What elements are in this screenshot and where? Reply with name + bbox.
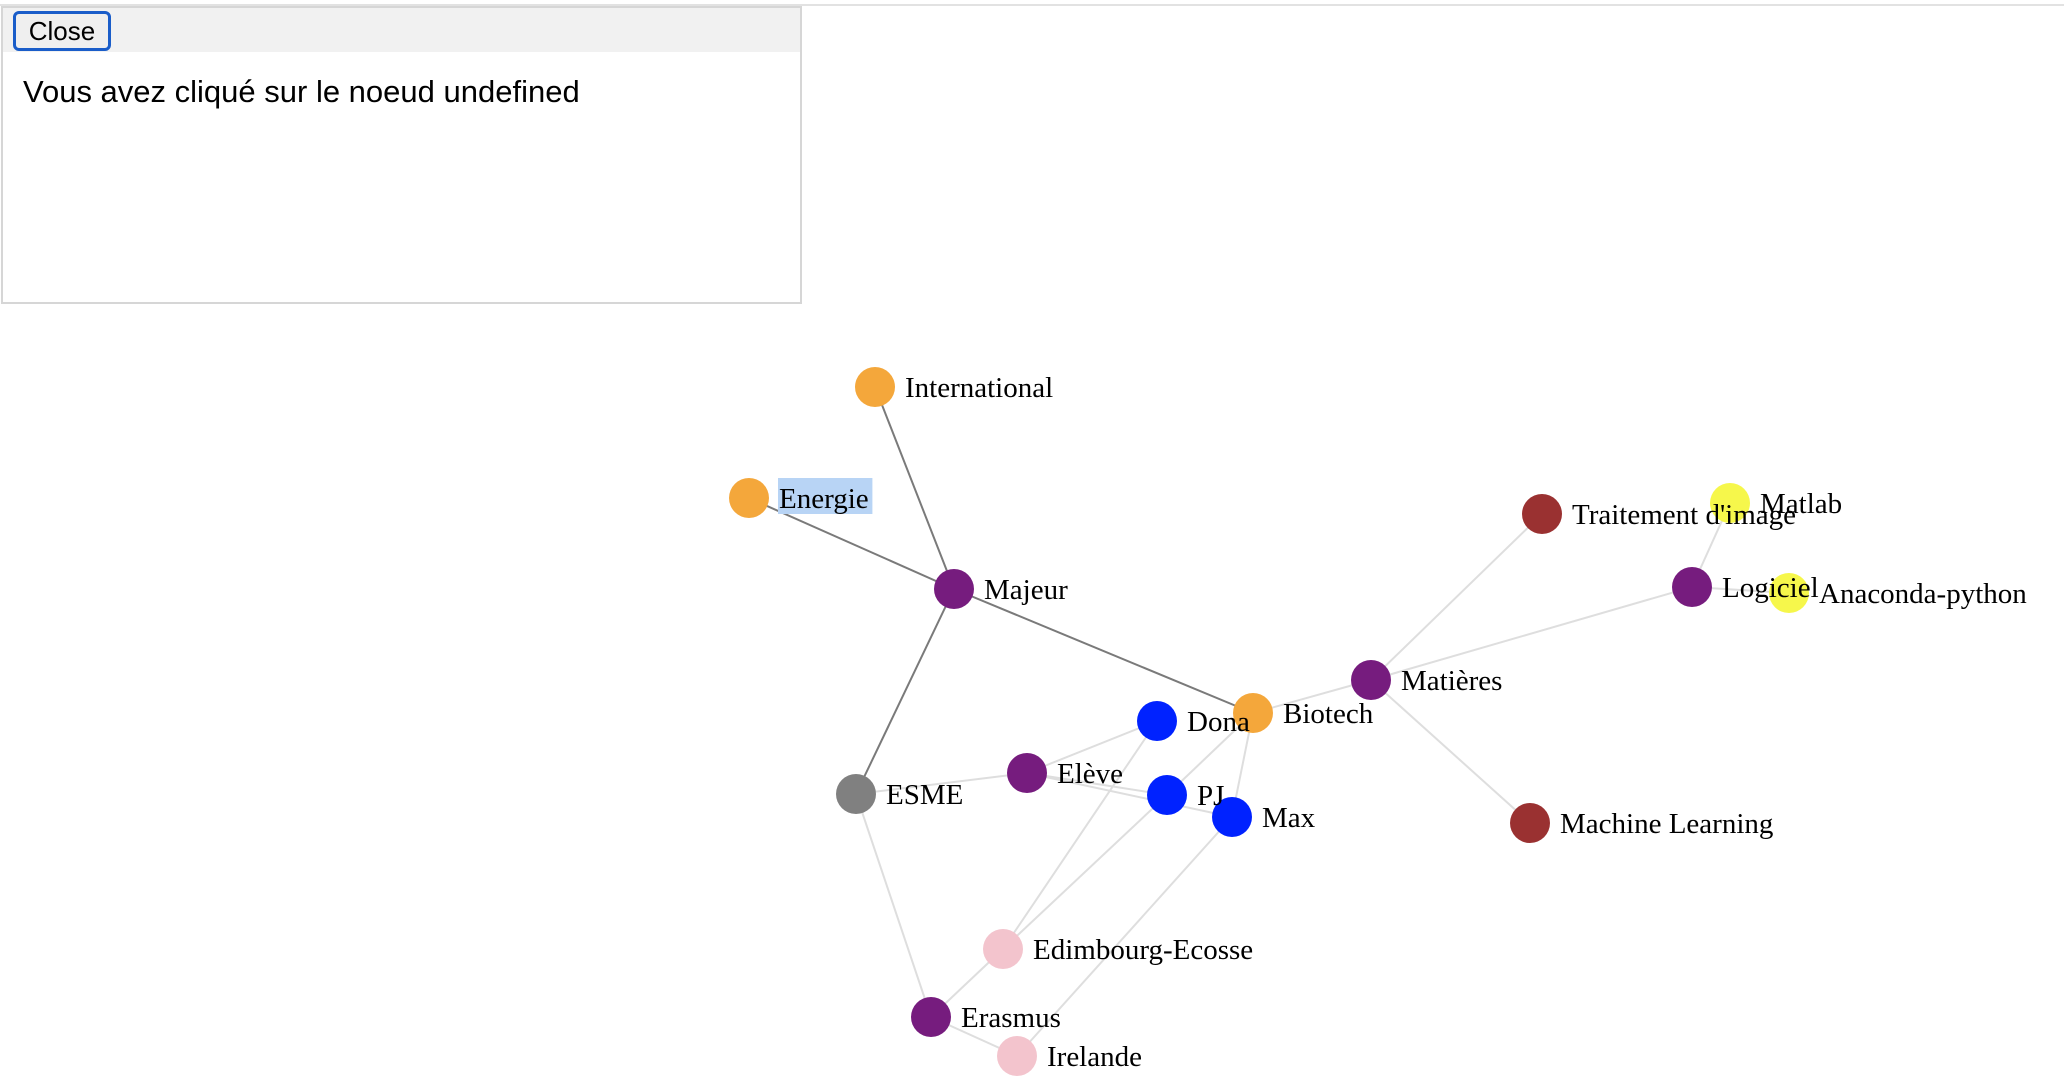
edge-matieres-logiciel	[1370, 586, 1693, 681]
node-label-max: Max	[1262, 802, 1316, 834]
close-button[interactable]: Close	[13, 11, 111, 51]
node-max[interactable]	[1212, 797, 1252, 837]
node-label-matlab: Matlab	[1760, 488, 1842, 520]
edge-max-irelande	[1016, 816, 1233, 1057]
node-dona[interactable]	[1137, 701, 1177, 741]
node-traitement-d-image[interactable]	[1522, 494, 1562, 534]
top-divider	[0, 4, 2064, 6]
node-label-traitement-d-image: Traitement d'image	[1572, 499, 1796, 531]
edge-esme-eleve	[855, 772, 1028, 795]
node-label-majeur: Majeur	[984, 574, 1068, 606]
node-machine-learning[interactable]	[1510, 803, 1550, 843]
node-label-energie: Energie	[779, 483, 869, 515]
edge-matieres-traitement	[1370, 513, 1543, 681]
edge-biotech-matieres	[1252, 679, 1372, 714]
edge-dona-edimbourg	[1002, 720, 1158, 950]
node-matlab[interactable]	[1710, 483, 1750, 523]
node-label-pj: PJ	[1197, 780, 1224, 812]
node-label-biotech: Biotech	[1283, 698, 1374, 730]
node-esme[interactable]	[836, 774, 876, 814]
node-pj[interactable]	[1147, 775, 1187, 815]
node-energie[interactable]	[729, 478, 769, 518]
edge-eleve-dona	[1026, 720, 1158, 774]
node-label-dona: Dona	[1187, 706, 1250, 738]
edge-esme-erasmus	[855, 793, 932, 1018]
edge-matieres-ml	[1370, 679, 1531, 824]
edge-eleve-pj	[1026, 772, 1168, 796]
node-label-erasmus: Erasmus	[961, 1002, 1061, 1034]
node-anaconda-python[interactable]	[1769, 573, 1809, 613]
popup-message: Vous avez cliqué sur le noeud undefined	[23, 74, 580, 109]
node-mati-res[interactable]	[1351, 660, 1391, 700]
edge-pj-edimbourg	[1002, 794, 1168, 950]
node-edimbourg-ecosse[interactable]	[983, 929, 1023, 969]
popup-header-bar	[3, 8, 800, 52]
node-logiciel[interactable]	[1672, 567, 1712, 607]
node-irelande[interactable]	[997, 1036, 1037, 1076]
node-info-popup: Close Vous avez cliqué sur le noeud unde…	[1, 6, 802, 304]
node-label-el-ve: Elève	[1057, 758, 1123, 790]
node-label-mati-res: Matières	[1401, 665, 1502, 697]
node-label-machine-learning: Machine Learning	[1560, 808, 1773, 840]
node-label-esme: ESME	[886, 779, 963, 811]
node-label-edimbourg-ecosse: Edimbourg-Ecosse	[1033, 934, 1253, 966]
edge-biotech-majeur	[953, 588, 1254, 714]
node-label-anaconda-python: Anaconda-python	[1819, 578, 2027, 610]
nodes-layer[interactable]: International Energie Majeur Biotech ESME Elè…	[729, 367, 2027, 1076]
edge-international-majeur	[874, 386, 955, 590]
edge-esme-majeur	[855, 588, 955, 795]
edge-eleve-max	[1026, 772, 1233, 818]
node-international[interactable]	[855, 367, 895, 407]
node-erasmus[interactable]	[911, 997, 951, 1037]
node-majeur[interactable]	[934, 569, 974, 609]
node-label-irelande: Irelande	[1047, 1041, 1142, 1073]
node-biotech[interactable]	[1233, 693, 1273, 733]
node-el-ve[interactable]	[1007, 753, 1047, 793]
node-label-logiciel: Logiciel	[1722, 572, 1819, 604]
text-selection-highlight	[778, 478, 873, 514]
node-label-international: International	[905, 372, 1053, 404]
